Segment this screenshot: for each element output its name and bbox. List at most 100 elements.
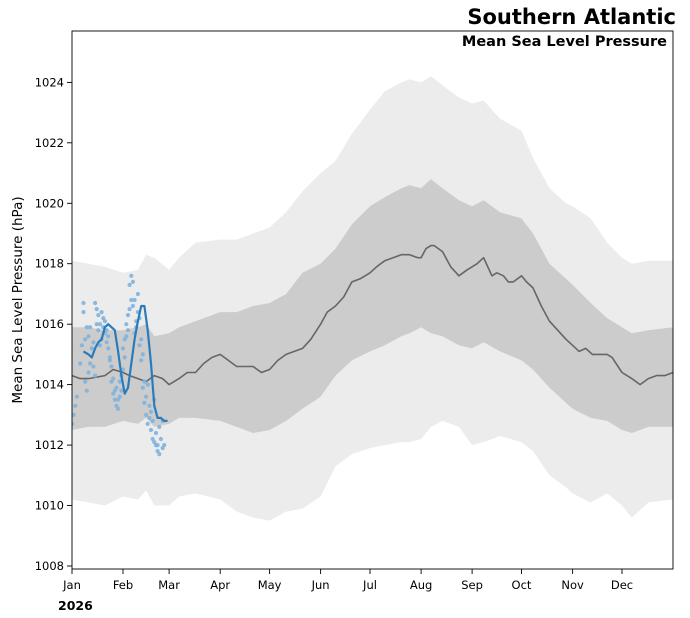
observation-point [84, 388, 89, 393]
observation-point [78, 361, 83, 366]
observation-point [112, 397, 117, 402]
observation-point [117, 394, 122, 399]
observation-point [139, 337, 144, 342]
observation-point [104, 328, 109, 333]
observation-point [86, 370, 91, 375]
y-tick-label: 1016 [35, 317, 64, 331]
observation-point [97, 343, 103, 348]
observation-point [117, 379, 122, 384]
observation-point [157, 424, 162, 429]
observation-point [120, 367, 126, 372]
x-tick-label: Jan [62, 578, 81, 592]
y-tick-label: 1024 [35, 75, 64, 89]
observation-point [106, 334, 111, 339]
observation-point [116, 406, 121, 411]
x-tick-label: Nov [561, 578, 584, 592]
observation-point [144, 394, 149, 399]
observation-point [122, 355, 127, 360]
observation-point [150, 418, 155, 423]
observation-point [120, 346, 126, 351]
observation-point [96, 313, 101, 318]
observation-point [147, 403, 152, 408]
x-tick-label: Jul [362, 578, 377, 592]
y-tick-label: 1012 [35, 438, 64, 452]
observation-point [97, 322, 103, 327]
observation-point [148, 409, 154, 414]
observation-point [129, 273, 134, 278]
observation-point [81, 300, 86, 306]
observation-point [109, 364, 114, 369]
x-tick-label: Sep [461, 578, 483, 592]
observation-point [145, 421, 150, 426]
observation-point [129, 297, 134, 303]
observation-point [99, 310, 104, 315]
observation-point [107, 355, 112, 360]
chart-subtitle: Mean Sea Level Pressure [462, 34, 667, 50]
observation-point [124, 334, 129, 339]
y-axis-label: Mean Sea Level Pressure (hPa) [10, 196, 26, 403]
inner-range-band [72, 179, 673, 433]
observation-point [94, 322, 99, 327]
observation-point [86, 334, 91, 339]
observation-point [81, 310, 86, 315]
observation-point [107, 358, 112, 363]
observation-point [101, 316, 106, 321]
observation-point [144, 412, 149, 417]
year-label: 2026 [58, 598, 93, 613]
axes: 1008 1010 1012 1014 1016 1018 1020 1022 1024 Jan F… [35, 75, 633, 592]
y-tick-label: 1014 [35, 378, 64, 392]
observation-point [83, 379, 88, 384]
observation-point [130, 279, 135, 284]
x-tick-label: Oct [512, 578, 532, 592]
x-tick-label: Jun [311, 578, 330, 592]
observation-point [125, 328, 131, 333]
observation-point [106, 346, 111, 351]
y-tick-label: 1008 [35, 559, 64, 573]
observation-point [89, 346, 94, 351]
observation-point [145, 382, 150, 387]
observation-point [96, 328, 101, 333]
x-tick-label: May [258, 578, 282, 592]
observation-point [102, 319, 107, 324]
observation-point [148, 427, 154, 433]
observation-point [91, 340, 96, 345]
observation-point [124, 322, 129, 327]
observation-point [93, 373, 98, 378]
observation-point [73, 403, 78, 408]
observation-point [130, 303, 135, 309]
observation-point [135, 291, 140, 297]
observation-point [155, 443, 160, 448]
observation-point [111, 376, 116, 381]
plot-area [72, 76, 673, 521]
observation-point [125, 313, 131, 318]
observation-point [88, 325, 93, 330]
observation-point [114, 385, 119, 390]
observation-point [84, 325, 89, 330]
observation-point [79, 343, 84, 348]
observation-point [142, 379, 147, 384]
x-tick-label: Mar [158, 578, 180, 592]
plot-frame [71, 30, 674, 570]
observation-point [132, 297, 137, 303]
observation-point [72, 421, 75, 426]
observation-point [83, 337, 88, 342]
observation-point [88, 361, 93, 366]
observation-point [147, 415, 152, 420]
chart-title: Southern Atlantic [467, 5, 676, 29]
observation-point [140, 352, 145, 357]
current-year-line [82, 304, 168, 422]
x-tick-label: Feb [113, 578, 133, 592]
x-tick-label: Apr [210, 578, 230, 592]
observation-point [142, 400, 147, 405]
x-tick-label: Aug [410, 578, 432, 592]
y-tick-label: 1018 [35, 257, 64, 271]
median-line [72, 244, 673, 386]
observation-point [93, 300, 98, 306]
observation-point [153, 430, 159, 436]
x-tick-label: Dec [611, 578, 633, 592]
observation-point [140, 385, 145, 390]
observation-point [158, 436, 163, 442]
observation-point [72, 412, 76, 417]
observation-point [127, 307, 132, 312]
